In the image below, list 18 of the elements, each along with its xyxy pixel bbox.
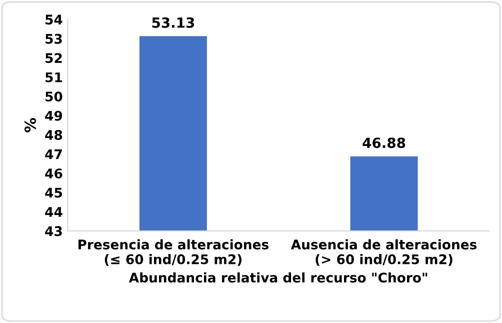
x-axis-title: Abundancia relativa del recurso "Choro" bbox=[128, 272, 428, 283]
y-tick-label: 46 bbox=[45, 168, 62, 178]
y-tick-label: 50 bbox=[46, 92, 62, 102]
data-label: 46.88 bbox=[362, 138, 406, 148]
y-tick-label: 44 bbox=[45, 207, 62, 217]
y-tick-label: 51 bbox=[46, 72, 62, 82]
y-tick-label: 54 bbox=[46, 14, 62, 25]
data-label: 53.13 bbox=[152, 17, 194, 28]
y-axis-title: % bbox=[24, 118, 36, 132]
x-tick-label: Presencia de alteraciones (≤ 60 ind/0.25 m2) bbox=[78, 239, 268, 266]
y-tick-label: 48 bbox=[45, 130, 62, 140]
y-tick-label: 52 bbox=[46, 53, 62, 64]
y-tick-label: 49 bbox=[45, 110, 62, 121]
y-tick-label: 43 bbox=[45, 226, 62, 236]
y-tick-label: 45 bbox=[45, 188, 62, 198]
y-tick-label: 47 bbox=[45, 149, 62, 160]
y-tick-label: 53 bbox=[46, 34, 62, 44]
x-tick-label: Ausencia de alteraciones (> 60 ind/0.25 m2) bbox=[290, 239, 477, 266]
